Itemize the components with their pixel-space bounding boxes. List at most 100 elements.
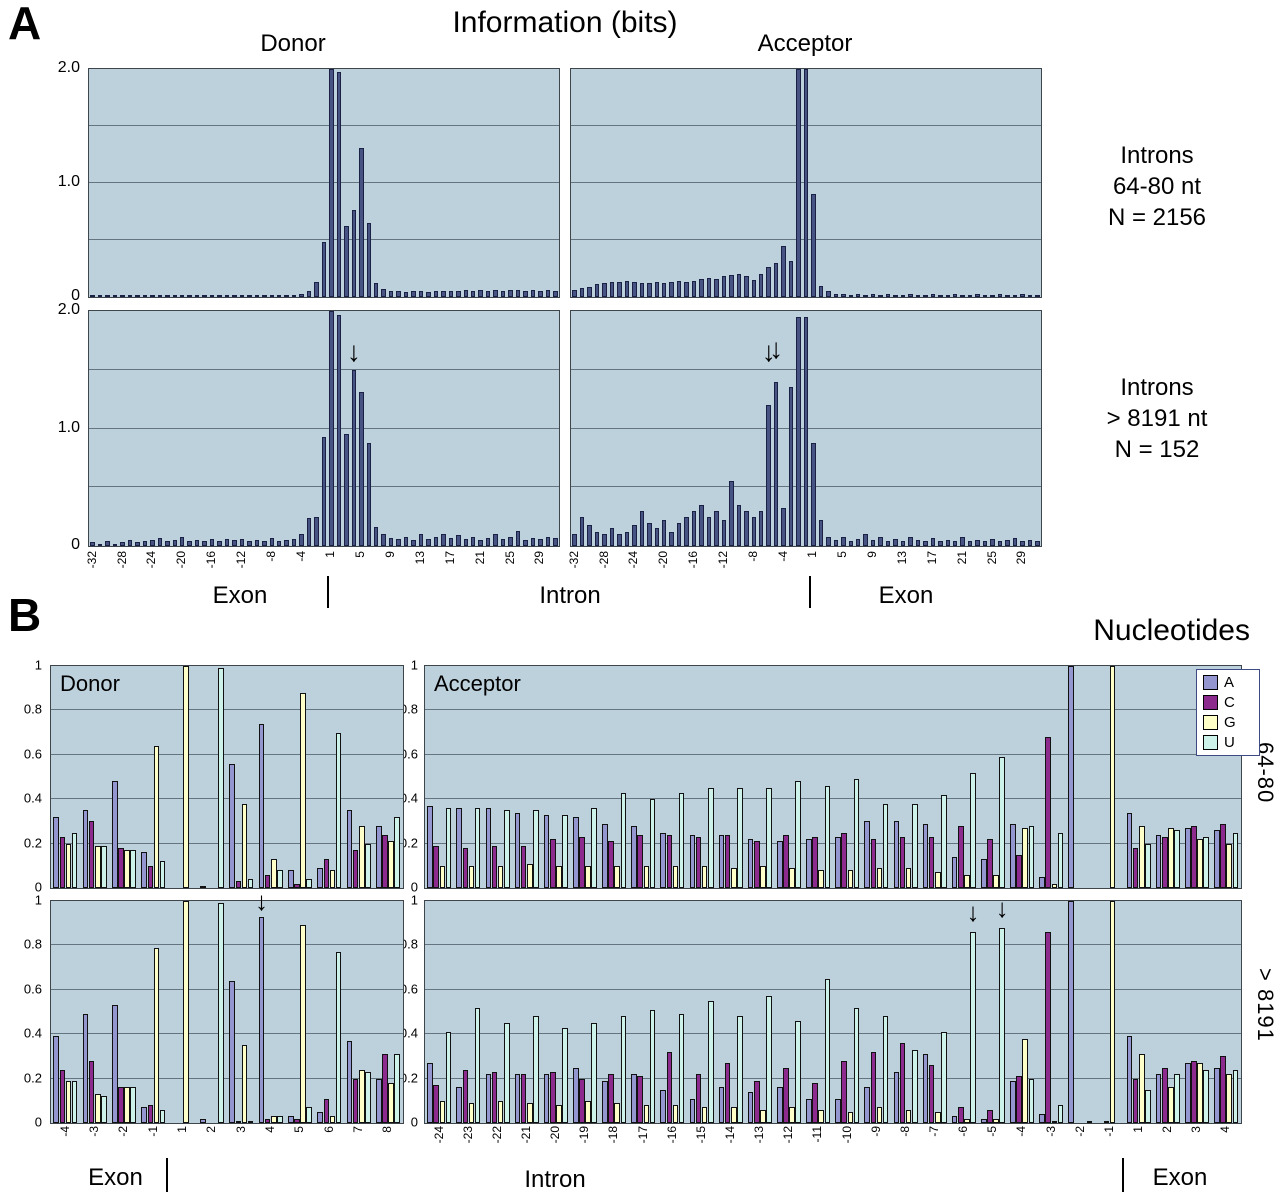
bar bbox=[841, 832, 847, 888]
bar bbox=[967, 294, 973, 297]
bar bbox=[433, 1085, 439, 1123]
bar bbox=[329, 311, 334, 546]
bar bbox=[1132, 1078, 1139, 1123]
bar bbox=[1057, 832, 1064, 888]
bar bbox=[766, 405, 771, 546]
bar bbox=[553, 291, 558, 297]
x-axis-nuc-donor: -4 -3 -2 -1 1 2 3 4 5 6 7 8 bbox=[50, 1124, 402, 1162]
bar bbox=[573, 816, 579, 888]
chart-info-acceptor-long: ↓ ↓ bbox=[570, 310, 1042, 547]
bar bbox=[587, 524, 592, 546]
gridline bbox=[51, 842, 403, 844]
bar bbox=[254, 295, 260, 297]
bar bbox=[153, 745, 160, 888]
y-axis-tick-label: 0.4 bbox=[23, 790, 42, 806]
bar bbox=[1086, 1120, 1093, 1123]
bar bbox=[394, 816, 401, 888]
bar bbox=[323, 859, 330, 888]
bar bbox=[982, 541, 988, 546]
bar bbox=[747, 1091, 754, 1123]
x-axis-tick-label: 13 bbox=[894, 551, 909, 565]
bar bbox=[224, 294, 230, 297]
bar bbox=[478, 540, 483, 546]
gridline bbox=[425, 1077, 1241, 1079]
bar bbox=[928, 836, 935, 888]
bar bbox=[153, 947, 160, 1123]
row-label-introns-short: Introns 64-80 nt N = 2156 bbox=[1052, 140, 1262, 233]
bar bbox=[105, 294, 110, 297]
bar bbox=[366, 442, 371, 546]
bar bbox=[847, 870, 854, 888]
bar bbox=[1139, 1054, 1145, 1123]
gridline bbox=[425, 842, 1241, 844]
x-axis-tick-label: 8 bbox=[380, 1126, 395, 1133]
bar bbox=[508, 536, 513, 546]
bar bbox=[508, 290, 513, 297]
bar bbox=[500, 538, 506, 546]
bar bbox=[299, 534, 304, 546]
bar bbox=[981, 1118, 987, 1123]
y-axis-tick-label: 0.8 bbox=[23, 701, 42, 717]
bar bbox=[497, 1100, 504, 1123]
bar bbox=[624, 531, 630, 546]
bar bbox=[1203, 1069, 1209, 1123]
bar bbox=[346, 810, 353, 888]
bar bbox=[306, 291, 312, 297]
bar bbox=[344, 226, 349, 297]
x-axis-tick-label: -15 bbox=[693, 1126, 708, 1144]
bar bbox=[217, 295, 222, 297]
bar bbox=[530, 537, 536, 546]
bar bbox=[721, 520, 727, 546]
row-label-line: 64-80 nt bbox=[1112, 173, 1202, 200]
bar bbox=[218, 903, 225, 1123]
bar bbox=[300, 692, 306, 888]
bar bbox=[751, 279, 756, 297]
x-axis-tick-label: -12 bbox=[715, 551, 730, 569]
bar bbox=[394, 1054, 401, 1123]
bar bbox=[631, 825, 637, 888]
bar bbox=[157, 294, 163, 297]
bar bbox=[147, 1105, 154, 1123]
bar bbox=[666, 1051, 673, 1123]
bar bbox=[608, 1074, 614, 1123]
bar bbox=[382, 834, 388, 888]
bar bbox=[1010, 823, 1016, 888]
bar bbox=[1103, 1120, 1110, 1123]
bar bbox=[1145, 1089, 1151, 1123]
x-axis-tick-label: -13 bbox=[752, 1126, 767, 1144]
bar bbox=[930, 537, 936, 546]
bar bbox=[591, 808, 597, 888]
bar bbox=[1020, 541, 1025, 546]
exon-label-right-a: Exon bbox=[878, 582, 934, 609]
x-axis-tick-label: -12 bbox=[233, 551, 248, 569]
bar bbox=[277, 294, 282, 297]
bar bbox=[701, 1107, 708, 1123]
bar bbox=[737, 1016, 743, 1123]
bar bbox=[439, 1100, 446, 1123]
bar bbox=[676, 522, 682, 546]
x-axis-tick-label: 17 bbox=[442, 551, 457, 565]
bar bbox=[147, 865, 154, 888]
bar bbox=[262, 541, 267, 546]
bar bbox=[1191, 825, 1197, 888]
bar bbox=[258, 723, 265, 888]
gridline bbox=[51, 753, 403, 755]
bar bbox=[101, 1096, 107, 1123]
x-axis-tick-label: 2 bbox=[1160, 1126, 1175, 1133]
bar bbox=[462, 1069, 469, 1123]
bar bbox=[470, 291, 476, 297]
bar bbox=[617, 282, 622, 297]
bar bbox=[365, 1071, 371, 1123]
bar bbox=[493, 534, 498, 546]
bar bbox=[960, 536, 965, 546]
bar bbox=[662, 520, 667, 546]
bar bbox=[1226, 843, 1232, 888]
x-axis-tick-label: 3 bbox=[1189, 1126, 1204, 1133]
bar bbox=[1051, 883, 1058, 888]
y-axis-tick-label: 1.0 bbox=[57, 418, 80, 436]
bar bbox=[241, 803, 248, 888]
bar bbox=[336, 314, 342, 546]
bar bbox=[864, 1087, 870, 1123]
bar bbox=[724, 834, 731, 888]
bar bbox=[247, 1120, 254, 1123]
